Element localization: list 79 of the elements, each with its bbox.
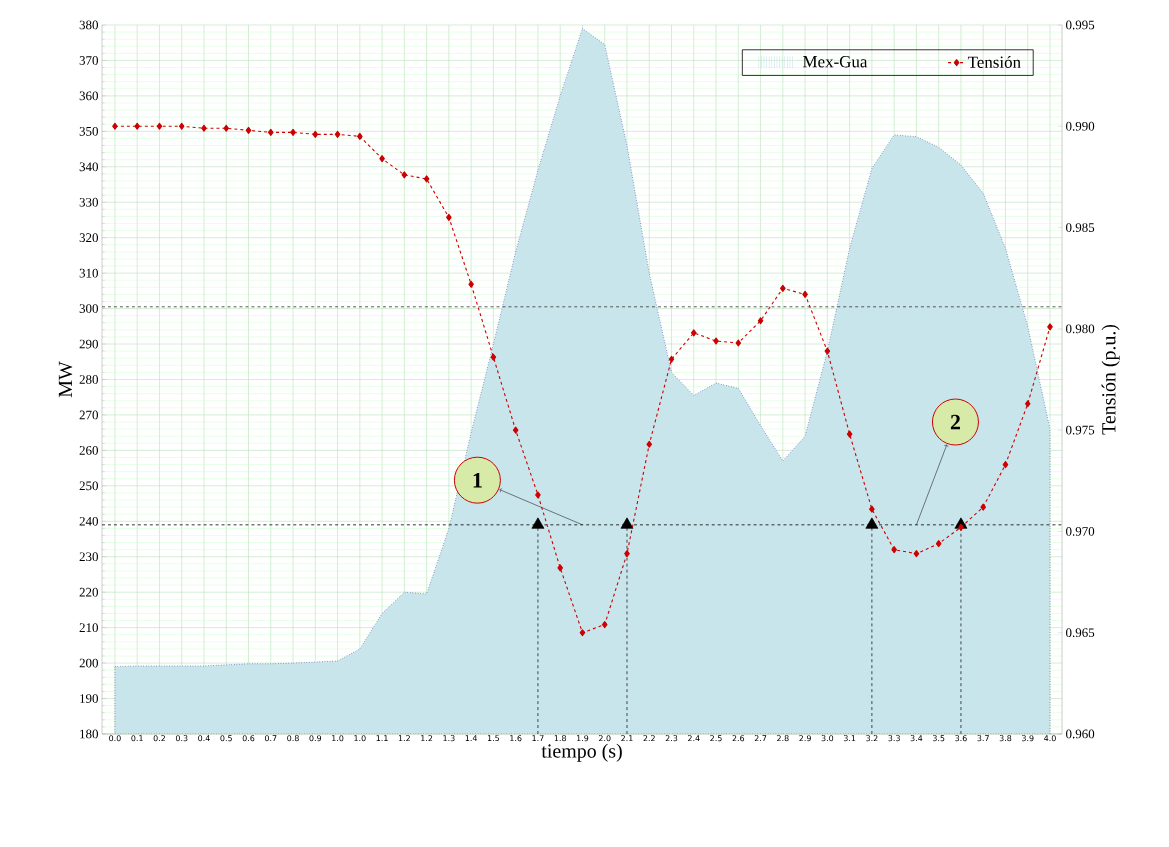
y2-tick-label: 0.985: [1066, 223, 1095, 232]
point: [824, 347, 831, 355]
y-tick-label: 360: [79, 91, 98, 101]
y-tick-label: 220: [79, 587, 98, 597]
y2-tick-label: 0.975: [1066, 425, 1095, 435]
y-tick-label: 370: [79, 56, 98, 65]
y-tick-label: 190: [80, 694, 98, 703]
point: [178, 122, 185, 130]
y-tick-label: 240: [79, 516, 98, 526]
y-tick-label: 350: [79, 126, 98, 136]
legend-label: Tensión: [967, 55, 1021, 68]
point: [245, 126, 252, 134]
y-tick-label: 230: [79, 552, 98, 562]
point: [112, 122, 118, 130]
point: [869, 505, 875, 513]
point: [980, 503, 986, 511]
y-tick-label: 310: [79, 268, 98, 278]
point: [713, 337, 719, 345]
y2-axis-title: Tensión (p.u.): [1101, 324, 1120, 435]
point: [935, 540, 942, 548]
y-tick-label: 290: [79, 339, 98, 349]
y2-tick-label: 0.990: [1066, 121, 1095, 131]
point: [1047, 323, 1053, 331]
point: [468, 280, 474, 288]
point: [1002, 461, 1009, 469]
point: [1024, 400, 1031, 408]
point: [668, 355, 675, 363]
point: [223, 124, 230, 132]
point: [601, 621, 608, 629]
annotation: 1: [473, 472, 482, 488]
x-axis-title: tiempo (s): [541, 743, 622, 762]
y-tick-label: 320: [79, 233, 98, 243]
y-tick-label: 340: [79, 162, 98, 172]
y-tick-label: 300: [79, 304, 98, 313]
point: [156, 122, 163, 130]
point: [512, 426, 519, 434]
point: [958, 523, 964, 531]
y-tick-label: 250: [79, 481, 98, 491]
y-tick-label: 260: [79, 446, 98, 455]
y2-tick-label: 0.995: [1066, 20, 1095, 30]
point: [267, 128, 274, 136]
point: [134, 122, 140, 130]
point: [423, 175, 430, 183]
point: [334, 130, 341, 138]
annotation: 2: [950, 414, 960, 430]
y2-tick-label: 0.970: [1066, 527, 1095, 536]
point: [312, 130, 319, 138]
y-axis-title: MW: [58, 361, 73, 398]
point: [557, 564, 563, 572]
y-tick-label: 330: [79, 197, 98, 207]
point: [535, 491, 541, 499]
y-tick-label: 180: [80, 729, 98, 739]
point: [579, 629, 586, 637]
y-tick-label: 200: [79, 658, 98, 668]
point: [780, 284, 786, 292]
point: [802, 290, 808, 298]
point: [913, 550, 920, 558]
point: [201, 124, 207, 132]
y-tick-label: 270: [79, 410, 98, 420]
point: [446, 213, 452, 221]
y2-tick-label: 0.965: [1066, 628, 1095, 638]
point: [490, 353, 497, 361]
point: [757, 317, 764, 325]
point: [357, 132, 363, 140]
point: [379, 155, 385, 163]
legend-label: Mex-Gua: [803, 55, 868, 68]
point: [891, 546, 897, 554]
y-tick-label: 280: [79, 375, 98, 384]
point: [646, 440, 653, 448]
y2-tick-label: 0.980: [1066, 324, 1095, 334]
point: [401, 171, 408, 179]
point: [735, 339, 742, 347]
point: [690, 329, 697, 337]
point: [290, 128, 296, 136]
y-tick-label: 210: [79, 623, 98, 632]
point: [624, 550, 630, 558]
y2-tick-label: 0.960: [1066, 729, 1095, 739]
y-tick-label: 380: [79, 20, 98, 30]
point: [846, 430, 853, 438]
